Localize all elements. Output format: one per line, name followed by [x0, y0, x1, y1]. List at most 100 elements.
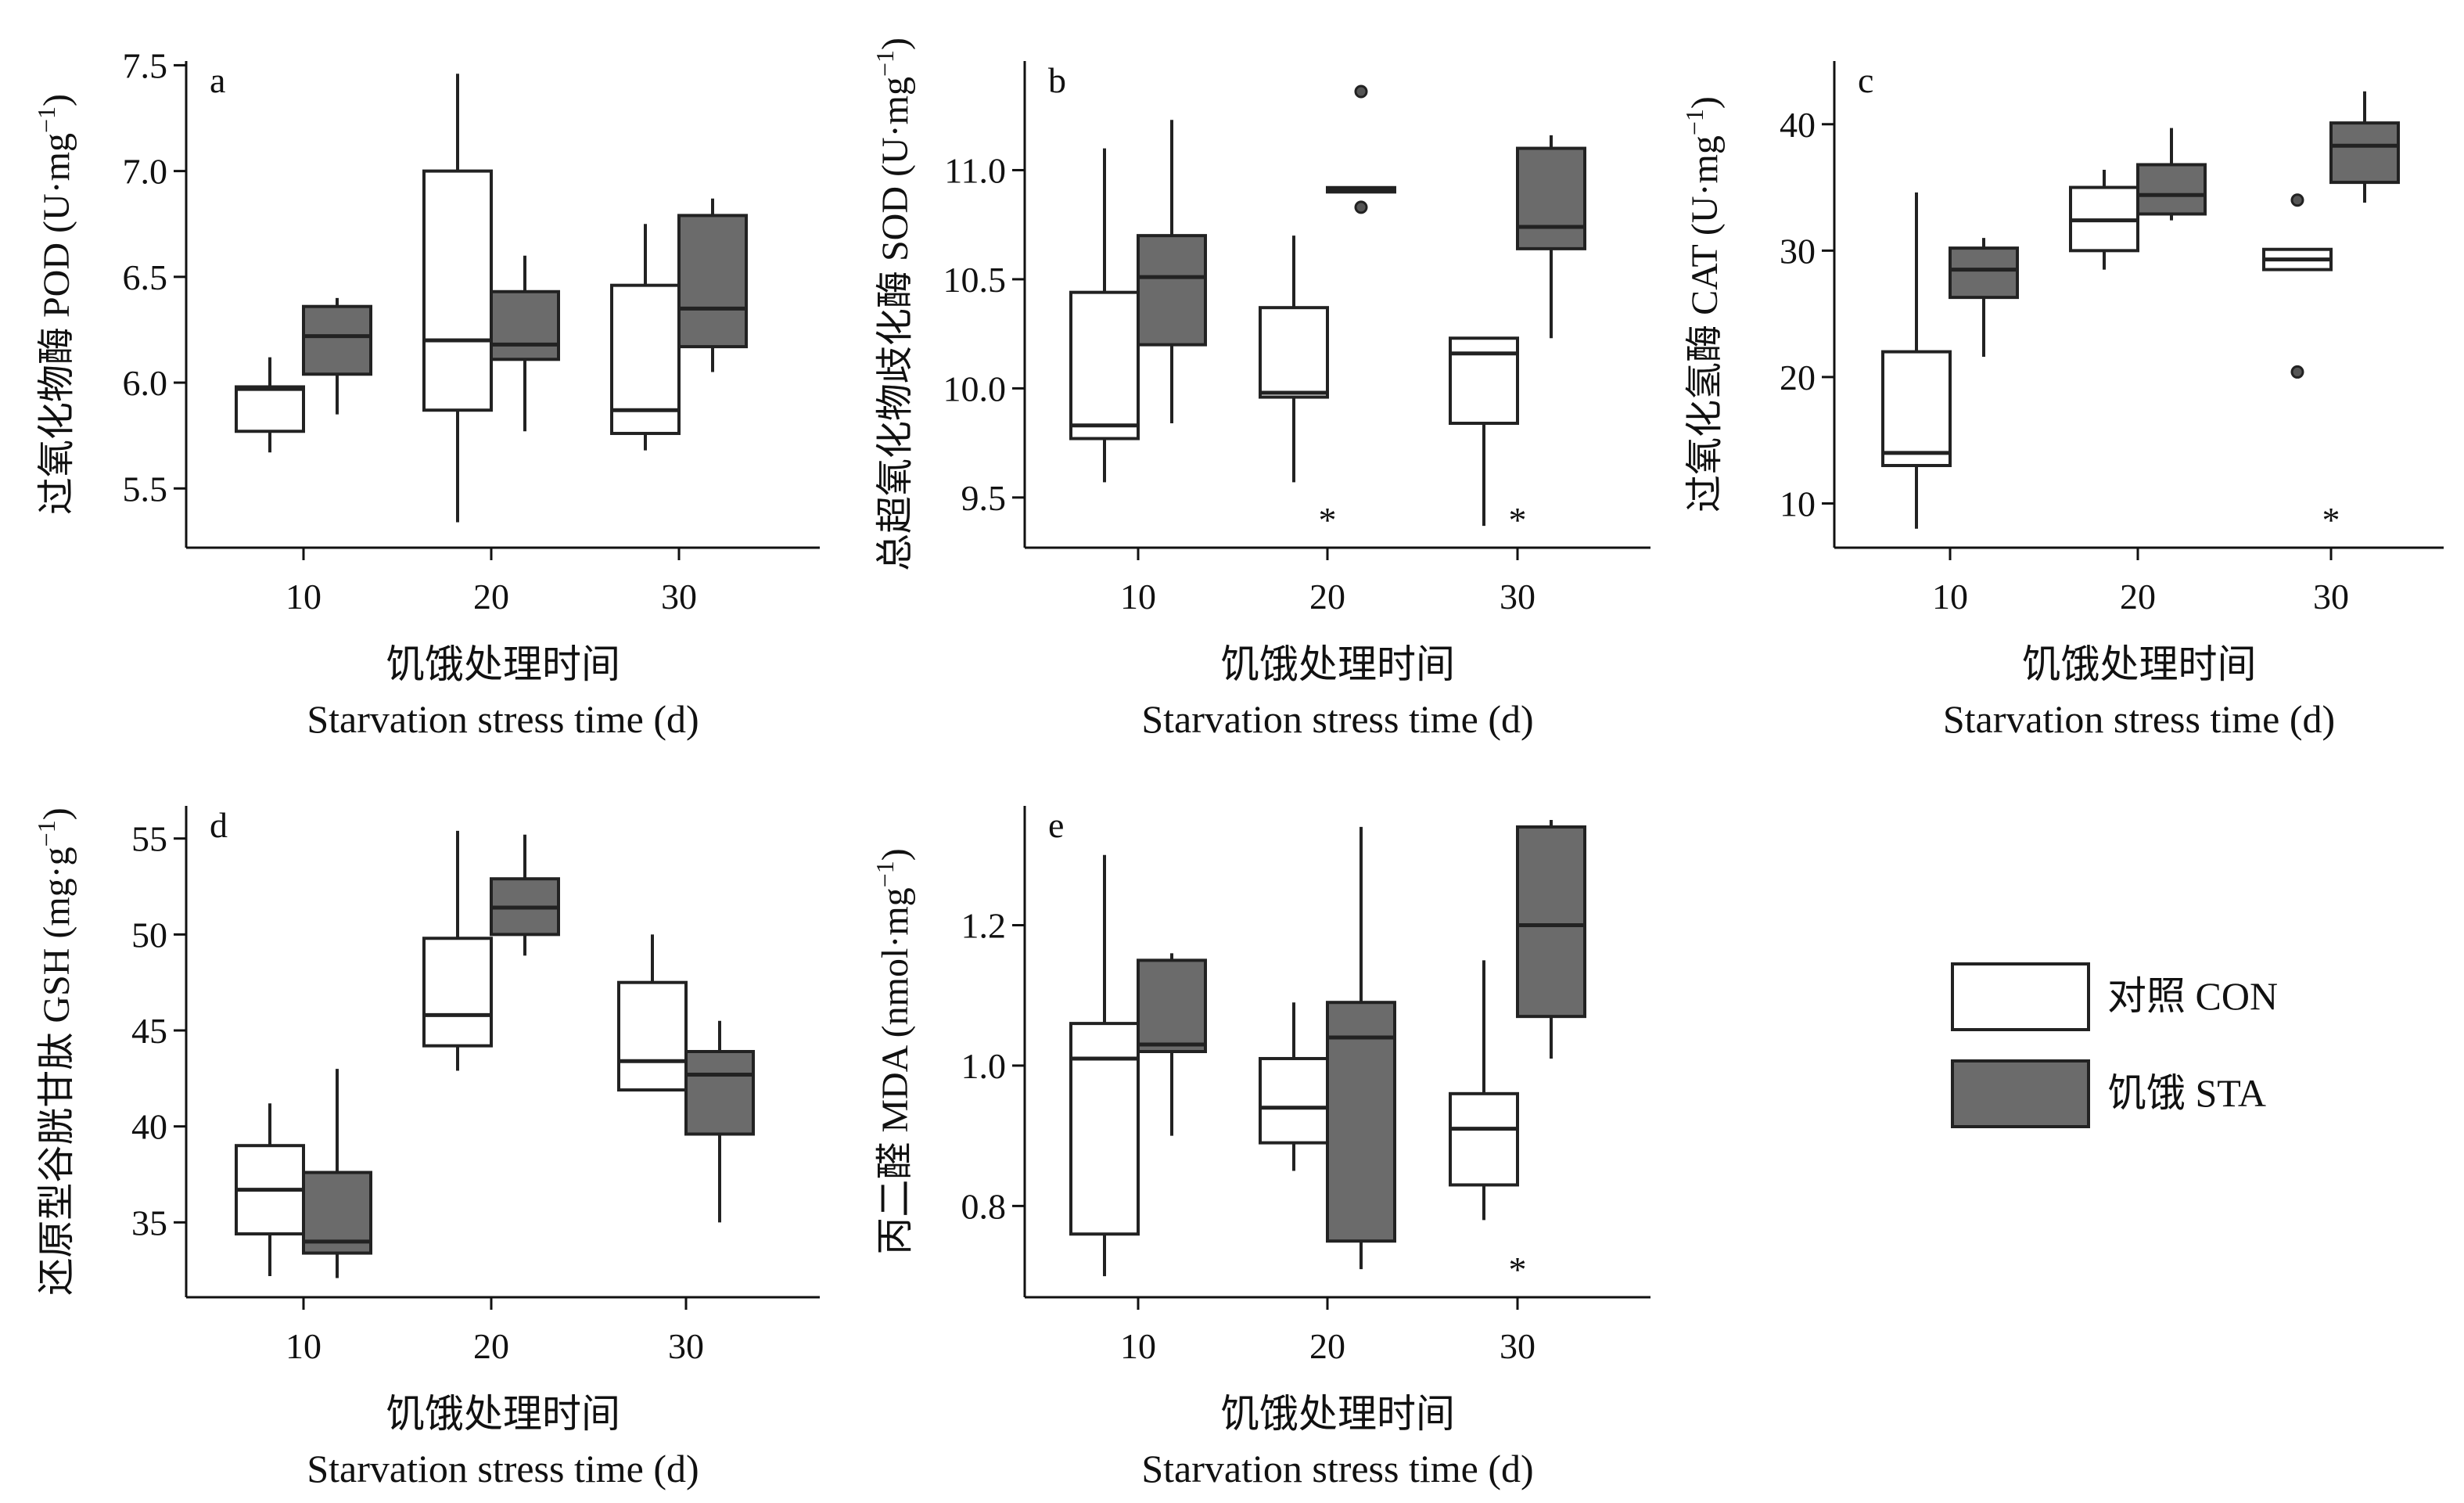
- box-body: [1137, 234, 1207, 347]
- box-con: [1259, 1002, 1329, 1171]
- y-tick-label: 50: [131, 915, 167, 955]
- y-axis-title: 过氧化氢酶 CAT (U·mg−1): [1680, 96, 1726, 512]
- box-con: [235, 357, 305, 453]
- y-tick-label: 1.2: [961, 906, 1007, 946]
- y-tick-label: 10.0: [943, 369, 1007, 408]
- y-tick-label: 45: [131, 1011, 167, 1051]
- y-axis-title: 总超氧化物歧化酶 SOD (U·mg−1): [871, 38, 916, 571]
- x-tick-label: 30: [1500, 577, 1536, 617]
- x-axis-title-en: Starvation stress time (d): [1141, 1447, 1533, 1490]
- x-axis-title-en: Starvation stress time (d): [1943, 697, 2335, 741]
- box-con: [1449, 960, 1519, 1221]
- box-body: [1259, 306, 1329, 399]
- significance-star: *: [1509, 500, 1527, 540]
- box-con: [617, 934, 688, 1092]
- x-tick-label: 10: [1120, 577, 1156, 617]
- box-body: [1881, 350, 1952, 467]
- box-sta: [302, 297, 372, 415]
- y-tick-label: 7.5: [123, 45, 168, 85]
- box-body: [1069, 1022, 1140, 1236]
- box-body: [235, 385, 305, 433]
- x-tick-label: 20: [1309, 577, 1345, 617]
- box-con: [1449, 336, 1519, 527]
- y-tick-label: 6.5: [123, 257, 168, 297]
- x-tick-label: 10: [286, 577, 321, 617]
- box-body: [1326, 1001, 1396, 1243]
- y-axis-title: 还原型谷胱甘肽 GSH (mg·g−1): [32, 807, 77, 1295]
- outlier-point: [1354, 84, 1368, 99]
- box-body: [1516, 825, 1586, 1019]
- y-tick-label: 0.8: [961, 1186, 1007, 1226]
- significance-star: *: [2322, 500, 2340, 540]
- y-tick-label: 20: [1780, 358, 1816, 397]
- box-body: [1949, 246, 2019, 300]
- box-sta: [1137, 953, 1207, 1136]
- x-axis-title-en: Starvation stress time (d): [1141, 697, 1533, 741]
- box-body: [677, 214, 748, 349]
- box-body: [2136, 163, 2207, 216]
- x-tick-label: 30: [668, 1326, 704, 1366]
- box-body: [684, 1050, 755, 1136]
- x-axis-title-cn: 饥饿处理时间: [386, 1392, 620, 1436]
- x-tick-label: 30: [661, 577, 697, 617]
- box-sta: [1949, 238, 2019, 358]
- chart-panel-c: 10 20 30 40 10 20 30 c 饥饿处理时间 Starvation stress t…: [1680, 60, 2444, 741]
- outlier-point: [1354, 200, 1368, 214]
- box-con: [1069, 854, 1140, 1277]
- box-con: [2262, 193, 2333, 379]
- chart-panel-a: 5.5 6.0 6.5 7.0 7.5 10 20 30 a 饥饿处理时间 Starvation s…: [32, 45, 820, 741]
- x-tick-label: 20: [2120, 577, 2156, 617]
- box-body: [422, 169, 493, 412]
- y-tick-label: 6.0: [123, 363, 168, 403]
- legend-swatch: [1951, 1059, 2090, 1128]
- box-sta: [677, 198, 748, 372]
- y-tick-label: 1.0: [961, 1046, 1007, 1086]
- box-con: [2069, 169, 2139, 270]
- y-tick-label: 35: [131, 1203, 167, 1242]
- y-tick-label: 30: [1780, 231, 1816, 271]
- box-body: [1069, 290, 1140, 440]
- chart-panel-d: 35 40 45 50 55 10 20 30 d 饥饿处理时间 Starvation stress…: [32, 805, 820, 1490]
- x-axis-title-en: Starvation stress time (d): [307, 1447, 699, 1490]
- x-tick-label: 20: [473, 577, 509, 617]
- box-sta: [1516, 135, 1586, 339]
- box-body: [1137, 958, 1207, 1054]
- panel-label: c: [1858, 60, 1873, 100]
- y-tick-label: 9.5: [961, 478, 1007, 518]
- panel-label: e: [1048, 805, 1064, 845]
- box-sta: [490, 255, 560, 432]
- x-axis-title-cn: 饥饿处理时间: [2022, 642, 2257, 686]
- x-tick-label: 20: [473, 1326, 509, 1366]
- y-tick-label: 11.0: [944, 150, 1006, 190]
- box-sta: [1326, 84, 1396, 214]
- box-con: [1069, 148, 1140, 483]
- chart-panel-b: 9.5 10.0 10.5 11.0 10 20 30 b 饥饿处理时间 Starvation s…: [871, 38, 1650, 741]
- y-tick-label: 40: [1780, 105, 1816, 145]
- box-body: [490, 289, 560, 361]
- box-con: [1881, 192, 1952, 529]
- significance-star: *: [1509, 1250, 1527, 1289]
- outlier-point: [2290, 193, 2304, 207]
- y-tick-label: 40: [131, 1107, 167, 1147]
- box-body: [2329, 121, 2400, 185]
- box-body: [1449, 336, 1519, 426]
- box-sta: [1326, 826, 1396, 1270]
- box-sta: [1137, 120, 1207, 424]
- x-tick-label: 10: [1932, 577, 1968, 617]
- box-body: [302, 304, 372, 376]
- box-body: [1449, 1091, 1519, 1187]
- x-tick-label: 30: [1500, 1326, 1536, 1366]
- box-sta: [2329, 91, 2400, 203]
- x-axis-title-cn: 饥饿处理时间: [1220, 1392, 1455, 1436]
- y-tick-label: 7.0: [123, 152, 168, 192]
- y-tick-label: 10: [1780, 484, 1816, 523]
- legend: 对照 CON 饥饿 STA: [1951, 962, 2278, 1128]
- box-con: [422, 74, 493, 523]
- box-con: [1259, 236, 1329, 483]
- box-body: [1259, 1056, 1329, 1145]
- x-tick-label: 20: [1309, 1326, 1345, 1366]
- y-tick-label: 5.5: [123, 469, 168, 509]
- outlier-point: [2290, 365, 2304, 379]
- box-body: [1516, 146, 1586, 250]
